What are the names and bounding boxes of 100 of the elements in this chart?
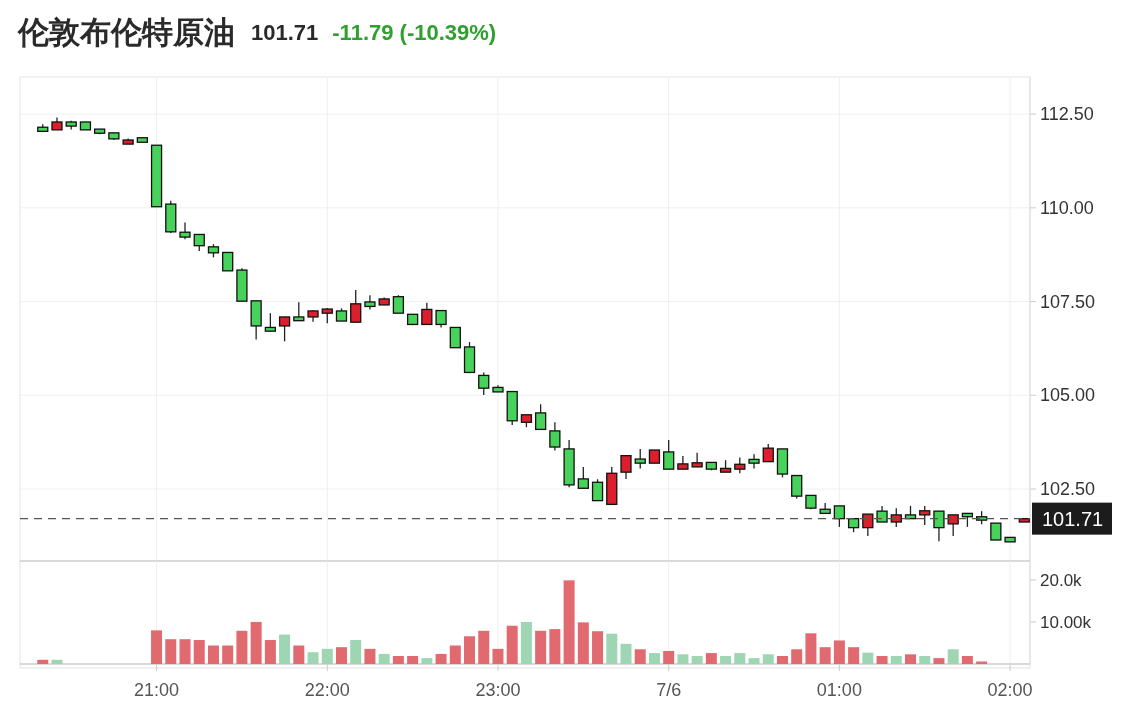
candlestick [862, 513, 874, 537]
x-tick-label: 7/6 [656, 680, 682, 700]
bar [279, 634, 291, 664]
candlestick [620, 455, 632, 480]
bar [890, 656, 902, 664]
bar [634, 649, 646, 664]
bar [762, 654, 774, 664]
bar [364, 648, 376, 664]
bar [549, 629, 561, 664]
bar [264, 640, 276, 664]
candlestick [278, 316, 291, 342]
candlestick [449, 326, 461, 349]
bar [350, 640, 362, 664]
bar [677, 654, 689, 664]
bar [151, 630, 163, 664]
ref-line-label: 101.71 [1042, 507, 1104, 530]
bar [165, 639, 177, 664]
candlestick [535, 403, 547, 431]
bar [378, 653, 390, 664]
y-tick-label: 10.00k [1040, 612, 1092, 632]
candlestick [549, 421, 561, 452]
bar [506, 625, 518, 664]
bar [933, 658, 945, 664]
bar [335, 647, 347, 664]
bar [961, 656, 973, 664]
y-tick-label: 20.0k [1040, 570, 1083, 590]
candlestick [890, 507, 902, 528]
candlestick [350, 289, 362, 323]
candlestick [833, 505, 846, 528]
bar [577, 622, 589, 664]
bar [250, 621, 262, 664]
x-tick-label: 22:00 [304, 680, 350, 700]
candlestick [421, 302, 433, 326]
bar [222, 645, 234, 664]
bar [606, 633, 618, 664]
bar [776, 656, 788, 664]
text: -11.79 (-10.39%) [332, 20, 497, 45]
y-tick-label: 107.50 [1040, 291, 1096, 312]
y-tick-label: 102.50 [1040, 479, 1096, 500]
bar [464, 636, 476, 664]
candlestick [748, 453, 760, 470]
bar [207, 645, 219, 664]
candlestick [179, 221, 191, 240]
bar [193, 640, 205, 664]
bar [620, 643, 632, 664]
bar [976, 661, 988, 664]
candlestick [663, 439, 675, 470]
candlestick [222, 251, 234, 272]
x-tick-label: 01:00 [816, 680, 862, 700]
bar [535, 630, 547, 664]
candlestick [791, 474, 803, 500]
bar [492, 648, 504, 664]
candlestick [478, 371, 490, 396]
bar [905, 654, 917, 664]
x-tick-label: 02:00 [987, 680, 1033, 700]
bar [805, 633, 817, 664]
bar [421, 658, 433, 664]
y-tick-label: 105.00 [1040, 385, 1096, 406]
candlestick [947, 514, 959, 537]
candlestick [691, 452, 703, 468]
bar [236, 630, 248, 664]
bar [407, 656, 419, 664]
candlestick [293, 301, 305, 322]
bar [720, 656, 732, 664]
bar [819, 647, 831, 664]
bar [919, 656, 931, 664]
bar [833, 640, 845, 664]
bar [563, 580, 575, 664]
bar [848, 647, 860, 664]
y-tick-label: 112.50 [1040, 104, 1094, 125]
candlestick [933, 510, 945, 542]
candlestick [577, 466, 589, 489]
bar [876, 656, 888, 664]
bar [293, 645, 305, 664]
candlestick [634, 448, 646, 470]
text: 101.71 [251, 20, 319, 45]
bar [663, 650, 675, 664]
bar [648, 653, 660, 664]
bar [947, 649, 959, 664]
x-tick-label: 21:00 [134, 680, 180, 700]
bar [862, 652, 874, 664]
candlestick [919, 505, 931, 526]
x-tick-label: 23:00 [475, 680, 521, 700]
bar [705, 653, 717, 664]
y-tick-label: 110.00 [1040, 197, 1094, 218]
bar [734, 653, 746, 664]
bar [691, 656, 703, 664]
bar [748, 658, 760, 664]
bar [520, 621, 532, 664]
chart-title: 伦敦布伦特原油 [17, 15, 235, 50]
bar [392, 656, 404, 664]
bar [435, 653, 447, 664]
candlestick [591, 478, 604, 502]
bar [321, 648, 333, 664]
bar [592, 631, 604, 664]
bar [307, 652, 319, 664]
bar [179, 639, 191, 664]
bar [478, 630, 490, 664]
bar [449, 645, 461, 664]
bar [791, 649, 803, 664]
